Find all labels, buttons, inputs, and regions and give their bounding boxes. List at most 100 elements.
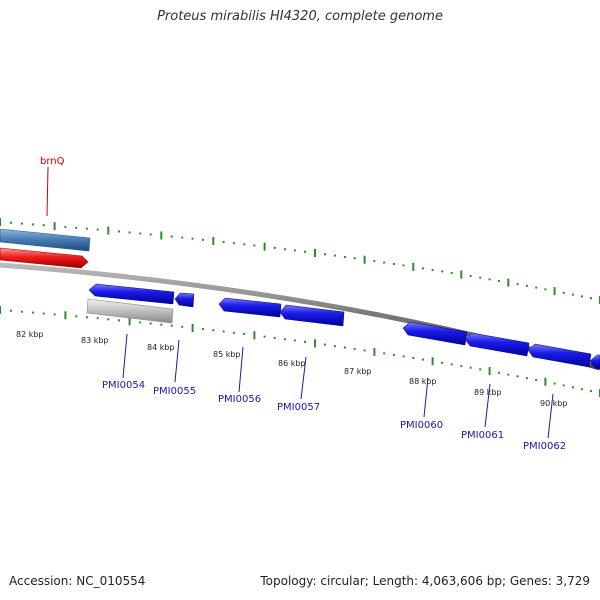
gene-label-pmi0061[interactable]: PMI0061	[461, 430, 504, 441]
minor-tick	[20, 222, 23, 225]
tick-label: 87 kbp	[344, 367, 372, 376]
minor-tick	[263, 335, 266, 338]
major-tick	[212, 236, 215, 245]
major-tick	[314, 249, 316, 257]
minor-tick	[383, 261, 386, 264]
gene-label-pmi0054[interactable]: PMI0054	[102, 380, 145, 391]
minor-tick	[580, 295, 583, 298]
gene-label-pmi0056[interactable]: PMI0056	[218, 394, 261, 405]
lower-tick-track	[0, 306, 600, 397]
minor-tick	[562, 384, 565, 387]
gene-label-brnq[interactable]: brnQ	[40, 156, 65, 167]
minor-tick	[353, 257, 356, 260]
pseudo-gene[interactable]	[86, 298, 174, 324]
major-tick	[460, 270, 463, 279]
forward-gene[interactable]	[0, 228, 91, 252]
minor-tick	[479, 276, 482, 279]
reverse-gene[interactable]	[174, 292, 195, 308]
reverse-gene[interactable]	[402, 321, 468, 346]
minor-tick	[293, 249, 296, 252]
minor-tick	[149, 322, 152, 325]
minor-tick	[535, 286, 538, 289]
minor-tick	[160, 323, 163, 326]
minor-tick	[324, 253, 326, 256]
reverse-gene[interactable]	[464, 332, 530, 357]
minor-tick	[498, 279, 500, 282]
minor-tick	[488, 278, 491, 281]
minor-tick	[42, 312, 45, 315]
minor-tick	[333, 345, 336, 348]
major-tick	[431, 357, 434, 366]
gene-label-pmi0060[interactable]: PMI0060	[400, 420, 443, 431]
minor-tick	[324, 343, 326, 346]
minor-tick	[441, 270, 444, 273]
major-tick	[544, 377, 547, 386]
minor-tick	[525, 284, 528, 287]
minor-tick	[590, 297, 592, 300]
minor-tick	[525, 377, 528, 380]
minor-tick	[149, 233, 152, 236]
minor-tick	[392, 263, 395, 265]
label-leader-line	[423, 377, 429, 418]
label-leader-line	[238, 346, 244, 393]
minor-tick	[562, 291, 565, 294]
minor-tick	[343, 346, 346, 349]
major-tick	[53, 222, 56, 231]
minor-tick	[42, 224, 45, 227]
tick-label: 88 kbp	[409, 377, 437, 386]
reverse-gene[interactable]	[279, 304, 345, 327]
tick-label: 83 kbp	[81, 336, 109, 345]
minor-tick	[273, 246, 276, 249]
gene-label-pmi0055[interactable]: PMI0055	[153, 386, 196, 397]
label-leader-line	[484, 383, 491, 428]
minor-tick	[139, 321, 142, 324]
major-tick	[128, 317, 131, 326]
minor-tick	[253, 244, 256, 247]
tick-label: 89 kbp	[474, 388, 502, 397]
minor-tick	[243, 333, 246, 335]
minor-tick	[222, 241, 225, 243]
label-leader-line	[174, 339, 180, 383]
minor-tick	[544, 288, 547, 291]
major-tick	[263, 242, 266, 251]
reverse-gene[interactable]	[218, 297, 282, 318]
minor-tick	[128, 231, 131, 234]
minor-tick	[283, 248, 286, 251]
minor-tick	[212, 329, 215, 332]
minor-tick	[507, 373, 510, 376]
minor-tick	[441, 361, 444, 364]
minor-tick	[75, 226, 78, 229]
major-tick	[507, 278, 510, 287]
major-tick	[191, 324, 194, 332]
minor-tick	[469, 275, 472, 278]
minor-tick	[450, 271, 453, 274]
minor-tick	[243, 243, 246, 246]
minor-tick	[460, 365, 463, 368]
minor-tick	[383, 352, 386, 355]
minor-tick	[107, 318, 110, 321]
minor-tick	[10, 221, 12, 224]
minor-tick	[580, 388, 583, 391]
minor-tick	[392, 353, 395, 356]
minor-tick	[273, 336, 276, 339]
minor-tick	[181, 325, 184, 328]
major-tick	[363, 255, 366, 264]
minor-tick	[191, 237, 194, 240]
gene-label-pmi0062[interactable]: PMI0062	[523, 441, 566, 452]
minor-tick	[75, 315, 78, 318]
gene-label-pmi0057[interactable]: PMI0057	[277, 402, 320, 413]
minor-tick	[535, 378, 538, 381]
reverse-gene[interactable]	[527, 343, 592, 368]
minor-tick	[304, 250, 306, 253]
tick-label: 86 kbp	[278, 359, 306, 368]
major-tick	[488, 367, 491, 376]
reverse-gene[interactable]	[88, 283, 175, 305]
minor-tick	[590, 390, 592, 393]
minor-tick	[516, 375, 519, 378]
minor-tick	[96, 317, 99, 320]
minor-tick	[422, 267, 424, 270]
minor-tick	[469, 366, 472, 369]
rna-gene[interactable]	[0, 247, 89, 269]
minor-tick	[343, 256, 346, 258]
